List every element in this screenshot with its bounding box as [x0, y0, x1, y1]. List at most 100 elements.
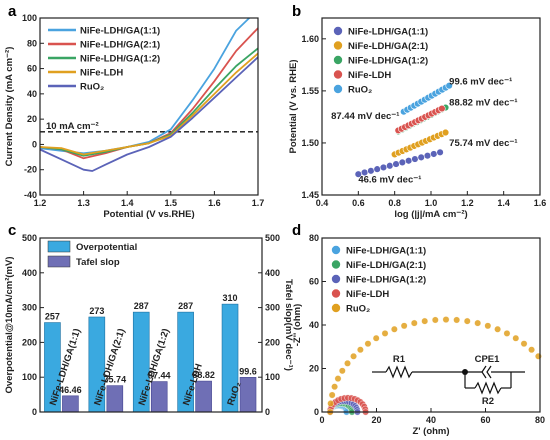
panel-a-y-tick-label: 80	[27, 38, 37, 48]
panel-a-current-density: a 10 mA cm⁻² 1.2 1.3 1.4 1.5 1.6 1.7 -40 -20 0 20 40…	[4, 3, 264, 220]
circuit-label-r1: R1	[393, 354, 406, 365]
panel-b-y-tick-label: 1.45	[301, 190, 319, 200]
legend-label-4: RuO₂	[80, 82, 104, 93]
nyquist-point	[535, 352, 542, 360]
bar-value-label: 287	[134, 301, 149, 311]
series-line-3	[39, 52, 259, 156]
panel-a-y-tick-label: -20	[24, 165, 37, 175]
nyquist-point	[381, 330, 389, 337]
panel-a-x-tick-label: 1.4	[121, 198, 134, 208]
panel-d-y-tick-label: 80	[309, 233, 319, 243]
legend-swatch-4	[333, 84, 343, 94]
bar-value-label: 99.6	[239, 366, 257, 376]
nyquist-point	[334, 375, 342, 383]
panel-a-x-tick-label: 1.7	[252, 198, 265, 208]
legend-label-4: RuO₂	[348, 85, 372, 96]
nyquist-point	[331, 383, 338, 391]
panel-c-y2-tick-label: 200	[265, 337, 280, 347]
nyquist-point	[453, 316, 461, 324]
nyquist-point	[400, 322, 408, 330]
nyquist-point	[327, 400, 335, 407]
legend-swatch-3	[331, 289, 341, 298]
panel-b-tafel: b 46.6 mV dec⁻¹ 75.74 mV dec⁻¹ 87.44 mV dec…	[288, 3, 546, 220]
bar-value-label: 87.44	[148, 371, 171, 381]
nyquist-point	[442, 316, 450, 323]
panel-b-x-tick-label: 1.4	[497, 198, 510, 208]
circuit-label-r2: R2	[482, 396, 494, 407]
nyquist-point	[528, 346, 535, 354]
reference-line-label: 10 mA cm⁻²	[46, 121, 99, 132]
panel-label: c	[8, 222, 16, 239]
nyquist-point	[350, 352, 357, 360]
y2-axis-label: Tafel slop(mV dec⁻¹)	[283, 279, 294, 371]
panel-c-y2-tick-label: 400	[265, 268, 280, 278]
legend-swatch-1	[333, 41, 343, 50]
panel-a-y-tick-label: 0	[32, 139, 37, 149]
slope-label-4: 99.6 mV dec⁻¹	[449, 77, 512, 88]
nyquist-point	[421, 317, 429, 325]
legend-label-2: NiFe-LDH/GA(1:2)	[348, 56, 428, 67]
tafel-point	[445, 81, 453, 90]
panel-c-y2-tick-label: 100	[265, 372, 280, 382]
bar-value-label: 310	[223, 293, 238, 303]
legend-label-1: Tafel slop	[76, 257, 120, 268]
nyquist-point	[328, 391, 336, 399]
panel-b-x-tick-label: 1.2	[461, 198, 474, 208]
legend-swatch-2	[333, 55, 343, 65]
nyquist-point	[431, 316, 439, 324]
panel-label: d	[292, 222, 301, 239]
nyquist-point	[364, 340, 372, 348]
bar-value-label: 88.82	[192, 370, 215, 380]
circuit-label-cpe1: CPE1	[475, 354, 501, 365]
y-axis-label: Potential (V vs. RHE)	[288, 60, 299, 154]
legend-swatch-4	[331, 303, 341, 313]
panel-b-y-tick-label: 1.60	[301, 34, 319, 44]
panel-b-x-tick-label: 1.6	[534, 198, 547, 208]
y-axis-label: Current Density (mA cm⁻²)	[4, 47, 15, 167]
panel-c-y2-tick-label: 500	[265, 233, 280, 243]
y-axis-label: -Z'' (ohm)	[292, 304, 303, 347]
panel-a-y-tick-label: 100	[22, 13, 37, 23]
tafel-point	[367, 167, 375, 175]
slope-label-3: 88.82 mV dec⁻¹	[449, 97, 517, 108]
panel-b-x-tick-label: 0.6	[352, 198, 365, 208]
panel-c-bar: c25746.46NiFe-LDH/GA(1:1)27375.74NiFe-LD…	[4, 222, 294, 417]
nyquist-point	[520, 340, 528, 348]
nyquist-point	[512, 334, 520, 342]
tafel-point	[417, 153, 425, 162]
panel-a-y-tick-label: -40	[24, 190, 37, 200]
slope-label-2: 87.44 mV dec⁻¹	[331, 111, 399, 122]
x-axis-label: Z' (ohm)	[412, 426, 449, 437]
slope-label-1: 75.74 mV dec⁻¹	[449, 138, 517, 149]
nyquist-point	[484, 322, 492, 330]
panel-a-x-tick-label: 1.3	[77, 198, 90, 208]
panel-d-x-tick-label: 80	[535, 415, 545, 425]
nyquist-point	[410, 319, 418, 327]
bar-tafel	[106, 385, 124, 413]
bar-tafel	[239, 377, 257, 413]
panel-d-x-tick-label: 0	[319, 415, 324, 425]
circuit-cpe-left	[481, 365, 487, 379]
bar-value-label: 46.46	[59, 385, 82, 395]
panel-label: a	[8, 3, 17, 20]
tafel-point	[430, 150, 438, 158]
tafel-point	[386, 162, 394, 170]
nyquist-point	[344, 359, 351, 367]
legend-label-3: NiFe-LDH	[348, 70, 391, 81]
legend-label-0: NiFe-LDH/GA(1:1)	[348, 27, 428, 38]
tafel-point	[436, 148, 444, 157]
panel-c-y-tick-label: 400	[22, 268, 37, 278]
tafel-point	[441, 128, 450, 137]
tafel-point	[411, 155, 419, 163]
circuit-resistor-r2	[474, 381, 502, 395]
panel-b-y-tick-label: 1.55	[301, 86, 319, 96]
panel-a-y-tick-label: 60	[27, 64, 37, 74]
legend-swatch-0	[331, 245, 341, 255]
panel-a-frame	[39, 17, 259, 196]
panel-d-y-tick-label: 60	[309, 277, 319, 287]
legend-swatch-0	[47, 240, 71, 253]
panel-d-y-tick-label: 0	[314, 407, 319, 417]
panel-a-x-tick-label: 1.2	[34, 198, 47, 208]
tafel-point	[423, 151, 432, 160]
tafel-point	[438, 104, 446, 113]
